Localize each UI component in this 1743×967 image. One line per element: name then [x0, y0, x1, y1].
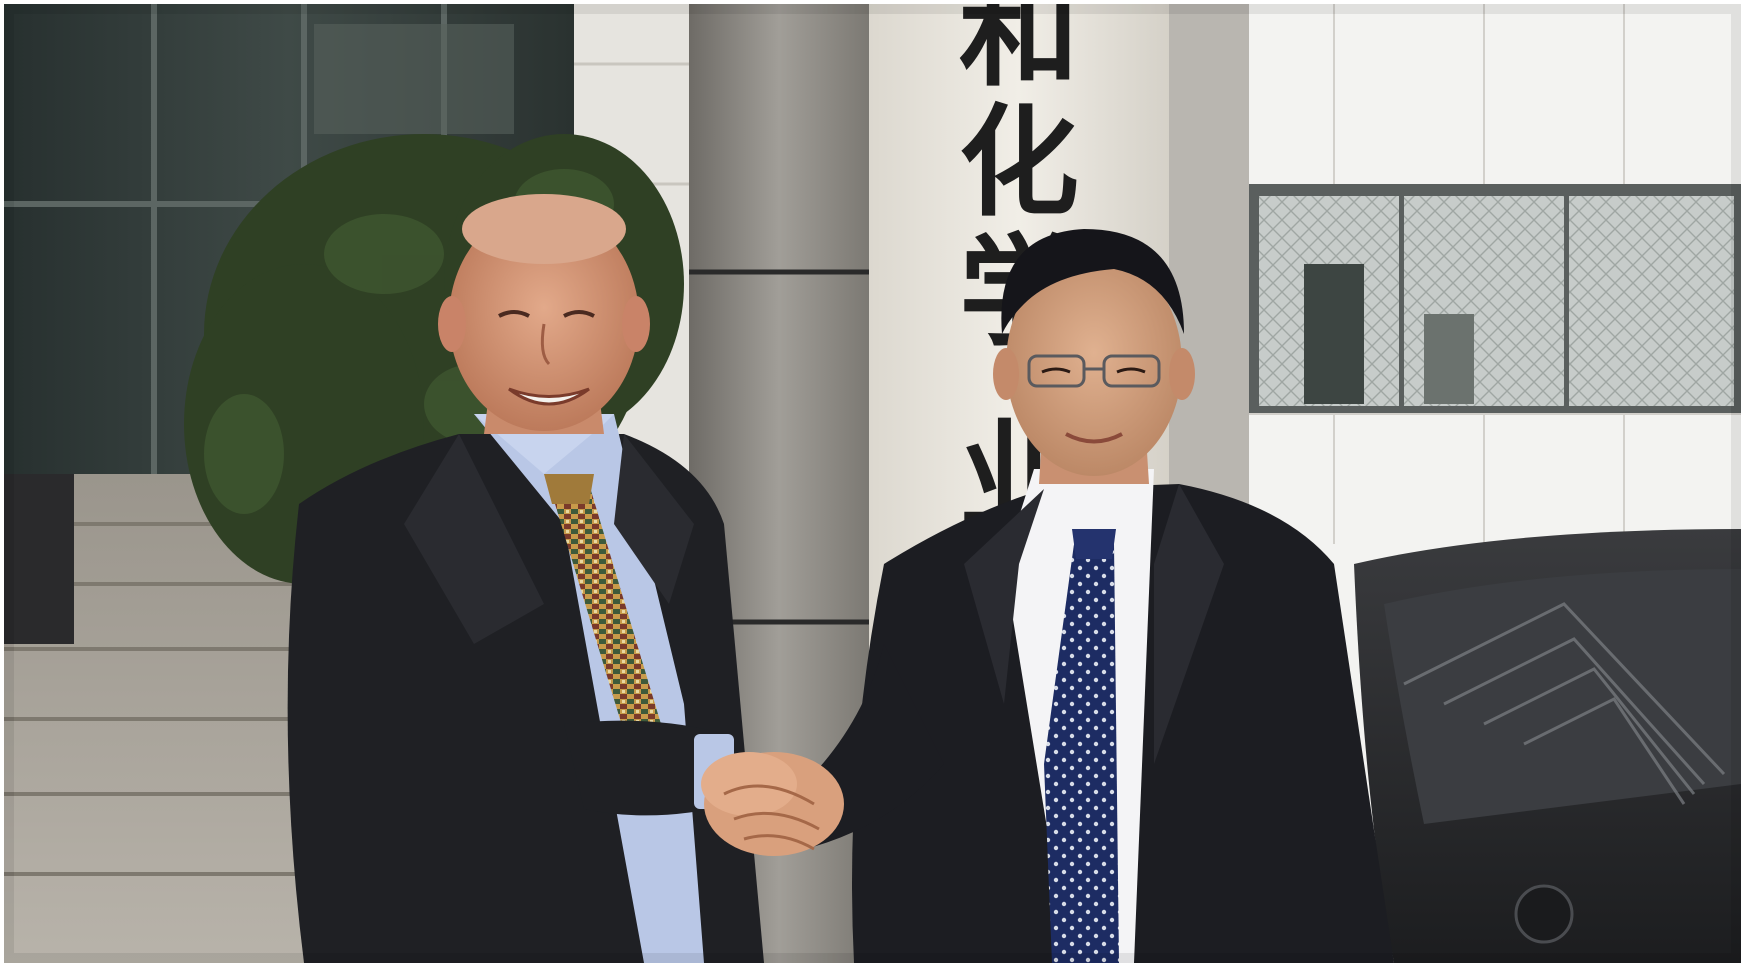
- sign-character-1: 和: [959, 4, 1079, 103]
- handshake-photo: 和 化 学 业: [4, 4, 1741, 963]
- handshake: [701, 752, 844, 856]
- photo-illustration: 和 化 学 业: [4, 4, 1741, 963]
- sign-character-2: 化: [959, 92, 1079, 233]
